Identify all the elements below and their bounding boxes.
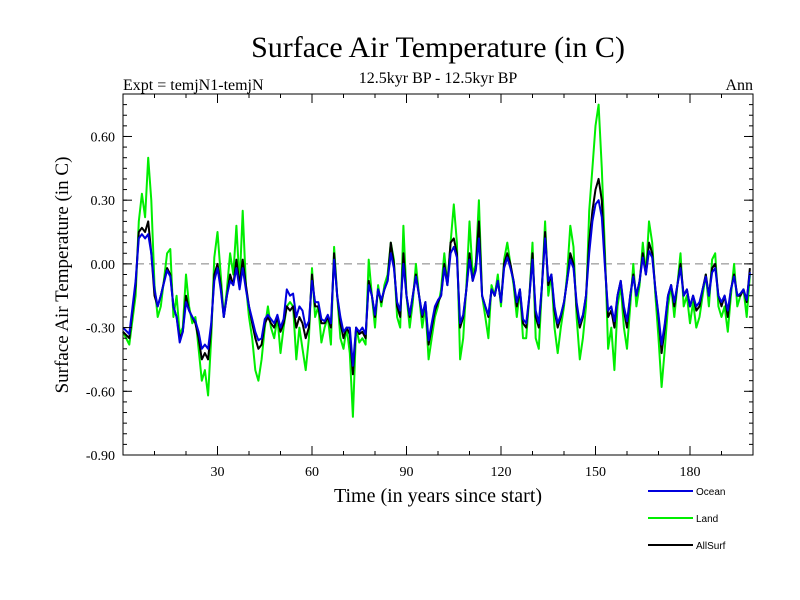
y-axis-label: Surface Air Temperature (in C) <box>52 157 73 394</box>
x-tick-label: 90 <box>400 465 414 480</box>
series-line-allsurf <box>122 177 751 376</box>
y-tick-label: 0.00 <box>91 258 116 273</box>
legend-label-land: Land <box>696 514 718 525</box>
legend-label-allsurf: AllSurf <box>696 541 726 552</box>
y-tick-label: -0.30 <box>86 322 115 337</box>
x-tick-label: 60 <box>305 465 319 480</box>
legend: Ocean Land AllSurf <box>648 487 726 552</box>
series-line-land <box>122 103 751 418</box>
chart-subtitle: 12.5kyr BP - 12.5kyr BP <box>359 70 518 87</box>
series-line-ocean <box>122 199 751 367</box>
experiment-label: Expt = temjN1-temjN <box>123 77 264 94</box>
y-axis: -0.90 -0.60 -0.30 0.00 0.30 0.60 <box>86 93 753 464</box>
x-axis: 30 60 90 120 150 180 <box>154 94 722 480</box>
x-tick-label: 150 <box>585 465 606 480</box>
x-axis-label: Time (in years since start) <box>334 485 542 507</box>
y-tick-label: 0.30 <box>91 194 116 209</box>
y-tick-label: -0.90 <box>86 449 115 464</box>
y-tick-label: 0.60 <box>91 130 116 145</box>
x-tick-label: 30 <box>211 465 225 480</box>
plot-area <box>122 93 754 456</box>
season-label: Ann <box>725 77 753 94</box>
chart-title: Surface Air Temperature (in C) <box>251 31 625 64</box>
legend-label-ocean: Ocean <box>696 487 725 498</box>
x-tick-label: 180 <box>680 465 701 480</box>
x-tick-label: 120 <box>491 465 512 480</box>
y-tick-label: -0.60 <box>86 385 115 400</box>
